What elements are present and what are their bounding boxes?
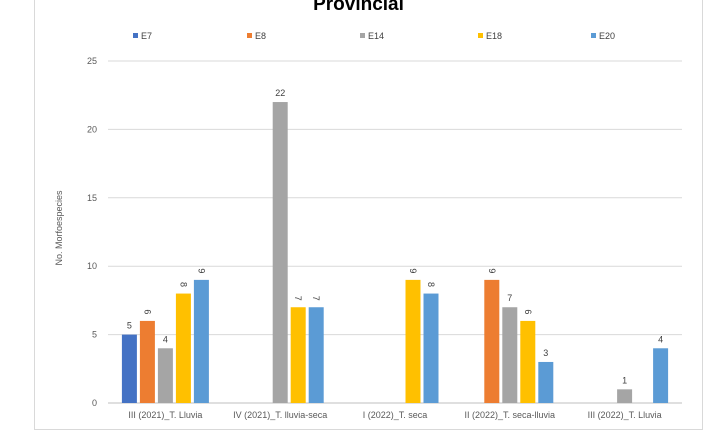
legend-label-e7: E7 [141, 31, 152, 41]
x-tick-label: II (2022)_T. seca-lluvia [465, 410, 556, 420]
bar-e14-1 [272, 102, 288, 403]
data-label: 1 [622, 375, 627, 385]
chart-title: Provincial [313, 0, 404, 15]
legend-swatch-e18 [478, 33, 483, 38]
legend-swatch-e14 [360, 33, 365, 38]
x-tick-label: III (2022)_T. Lluvia [588, 410, 662, 420]
bar-e18-1 [290, 307, 306, 403]
legend-label-e8: E8 [255, 31, 266, 41]
bars: 5 6 4 8 9 22 7 7 9 8 9 7 6 3 1 4 [121, 88, 669, 403]
x-axis-ticks: III (2021)_T. Lluvia IV (2021)_T. lluvia-… [128, 410, 661, 420]
legend-label-e14: E14 [368, 31, 384, 41]
data-label: 4 [163, 334, 168, 344]
y-tick-label: 5 [92, 330, 97, 340]
y-tick-label: 15 [87, 193, 97, 203]
bar-e18-2 [405, 279, 421, 403]
data-label: 7 [293, 296, 303, 301]
bar-e20-1 [308, 307, 324, 403]
bar-e18-0 [175, 293, 191, 403]
bar-e14-3 [502, 307, 518, 403]
bar-e20-3 [538, 361, 554, 403]
data-label: 9 [196, 268, 206, 273]
data-label: 7 [311, 296, 321, 301]
bar-e14-4 [617, 389, 633, 403]
data-label: 7 [507, 293, 512, 303]
legend: E7 E8 E14 E18 E20 [133, 31, 615, 41]
bar-e8-0 [139, 320, 155, 403]
data-label: 9 [487, 268, 497, 273]
x-tick-label: IV (2021)_T. lluvia-seca [233, 410, 327, 420]
bar-e20-2 [423, 293, 439, 403]
gridlines [108, 60, 682, 404]
x-tick-label: I (2022)_T. seca [363, 410, 428, 420]
data-label: 6 [523, 309, 533, 314]
y-axis-label: No. Morfoespecies [54, 190, 64, 266]
legend-label-e18: E18 [486, 31, 502, 41]
data-label: 5 [127, 321, 132, 331]
data-label: 3 [543, 348, 548, 358]
bar-e8-3 [484, 279, 500, 403]
bar-e7-0 [121, 334, 137, 403]
legend-swatch-e20 [591, 33, 596, 38]
y-tick-label: 20 [87, 124, 97, 134]
legend-swatch-e8 [247, 33, 252, 38]
bar-e20-0 [193, 279, 209, 403]
bar-e20-4 [653, 348, 669, 403]
data-label: 6 [142, 309, 152, 314]
legend-label-e20: E20 [599, 31, 615, 41]
data-label: 8 [426, 282, 436, 287]
bar-e14-0 [157, 348, 173, 403]
y-tick-label: 0 [92, 398, 97, 408]
y-axis-ticks: 0 5 10 15 20 25 [87, 56, 97, 408]
data-label: 8 [178, 282, 188, 287]
y-tick-label: 25 [87, 56, 97, 66]
legend-swatch-e7 [133, 33, 138, 38]
x-tick-label: III (2021)_T. Lluvia [128, 410, 202, 420]
y-tick-label: 10 [87, 261, 97, 271]
data-label: 4 [658, 334, 663, 344]
data-label: 22 [275, 88, 285, 98]
data-label: 9 [408, 268, 418, 273]
bar-e18-3 [520, 320, 536, 403]
